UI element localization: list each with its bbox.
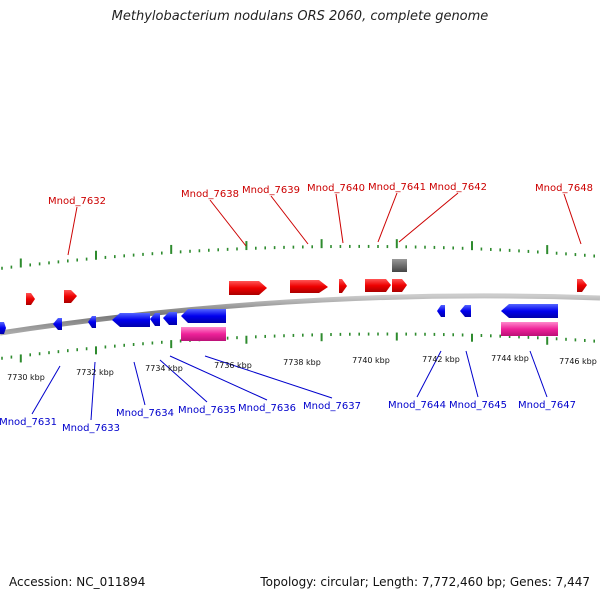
gene-arrow-forward[interactable]: [392, 279, 407, 292]
gene-label-reverse[interactable]: Mnod_7636: [238, 403, 296, 414]
accession-text: Accession: NC_011894: [9, 575, 146, 589]
gene-label-forward[interactable]: Mnod_7632: [48, 196, 106, 207]
gene-label-forward[interactable]: Mnod_7641: [368, 182, 426, 193]
gene-arrow-reverse[interactable]: [181, 309, 226, 323]
scale-label: 7738 kbp: [283, 358, 321, 367]
inner-tick-row: [1, 332, 596, 363]
leader-line: [169, 355, 268, 401]
gene-arrow-reverse[interactable]: [501, 304, 558, 318]
reverse-strand-genes: [0, 304, 558, 334]
label-leader-lines: [31, 192, 582, 421]
gene-label-reverse[interactable]: Mnod_7644: [388, 400, 446, 411]
genome-title: Methylobacterium nodulans ORS 2060, comp…: [111, 9, 489, 24]
scale-label: 7734 kbp: [145, 364, 183, 373]
scale-label: 7744 kbp: [491, 354, 529, 363]
gene-label-forward[interactable]: Mnod_7639: [242, 185, 300, 196]
gene-arrow-forward[interactable]: [229, 281, 267, 295]
leader-line: [204, 355, 333, 399]
gene-label-reverse[interactable]: Mnod_7631: [0, 417, 57, 428]
gene-arrow-forward[interactable]: [290, 280, 328, 293]
scale-labels: 7730 kbp 7732 kbp 7734 kbp 7736 kbp 7738 kbp…: [7, 354, 597, 382]
leader-line: [529, 350, 548, 398]
leader-line: [133, 361, 146, 406]
gene-arrow-reverse[interactable]: [53, 318, 62, 330]
leader-line: [398, 192, 459, 243]
genome-summary-text: Topology: circular; Length: 7,772,460 bp…: [260, 575, 590, 589]
gene-label-forward[interactable]: Mnod_7642: [429, 182, 487, 193]
gene-label-reverse[interactable]: Mnod_7637: [303, 401, 361, 412]
gene-label-reverse[interactable]: Mnod_7635: [178, 405, 236, 416]
gene-label-reverse[interactable]: Mnod_7633: [62, 423, 120, 434]
gene-arrow-reverse[interactable]: [437, 305, 445, 317]
scale-label: 7732 kbp: [76, 368, 114, 377]
gene-arrow-reverse[interactable]: [163, 312, 177, 325]
scale-label: 7736 kbp: [214, 361, 252, 370]
gene-label-forward[interactable]: Mnod_7648: [535, 183, 593, 194]
gene-arrow-forward[interactable]: [577, 279, 587, 292]
gene-arrow-reverse[interactable]: [112, 313, 150, 327]
outer-tick-row: [1, 239, 596, 270]
leader-line: [416, 350, 442, 398]
leader-line: [67, 206, 78, 256]
scale-label: 7730 kbp: [7, 373, 45, 382]
gene-arrow-reverse[interactable]: [150, 313, 160, 326]
gene-label-forward[interactable]: Mnod_7638: [181, 189, 239, 200]
gene-label-forward[interactable]: Mnod_7640: [307, 183, 365, 194]
scale-label: 7746 kbp: [559, 357, 597, 366]
gene-label-reverse[interactable]: Mnod_7647: [518, 400, 576, 411]
leader-line: [377, 192, 398, 243]
scale-label: 7740 kbp: [352, 356, 390, 365]
gene-label-reverse[interactable]: Mnod_7645: [449, 400, 507, 411]
rna-features: [181, 322, 558, 341]
leader-line: [90, 361, 96, 421]
gene-arrow-reverse[interactable]: [460, 305, 471, 317]
leader-line: [159, 359, 208, 403]
rna-block[interactable]: [181, 327, 226, 341]
gene-arrow-forward[interactable]: [64, 290, 77, 303]
genome-backbone: [0, 293, 600, 336]
leader-line: [209, 199, 247, 247]
leader-line: [465, 350, 479, 398]
leader-line: [563, 193, 582, 245]
gene-block-other[interactable]: [392, 259, 407, 272]
scale-label: 7742 kbp: [422, 355, 460, 364]
gene-label-reverse[interactable]: Mnod_7634: [116, 408, 174, 419]
gene-arrow-reverse[interactable]: [88, 316, 96, 328]
gene-arrow-forward[interactable]: [339, 279, 347, 293]
gene-arrow-forward[interactable]: [365, 279, 391, 292]
gene-arrow-forward[interactable]: [26, 293, 35, 305]
forward-strand-genes: [26, 259, 587, 305]
leader-line: [335, 193, 344, 244]
gene-arrow-reverse[interactable]: [0, 322, 6, 334]
leader-line: [270, 195, 309, 245]
rna-block[interactable]: [501, 322, 558, 336]
leader-line: [31, 365, 61, 415]
